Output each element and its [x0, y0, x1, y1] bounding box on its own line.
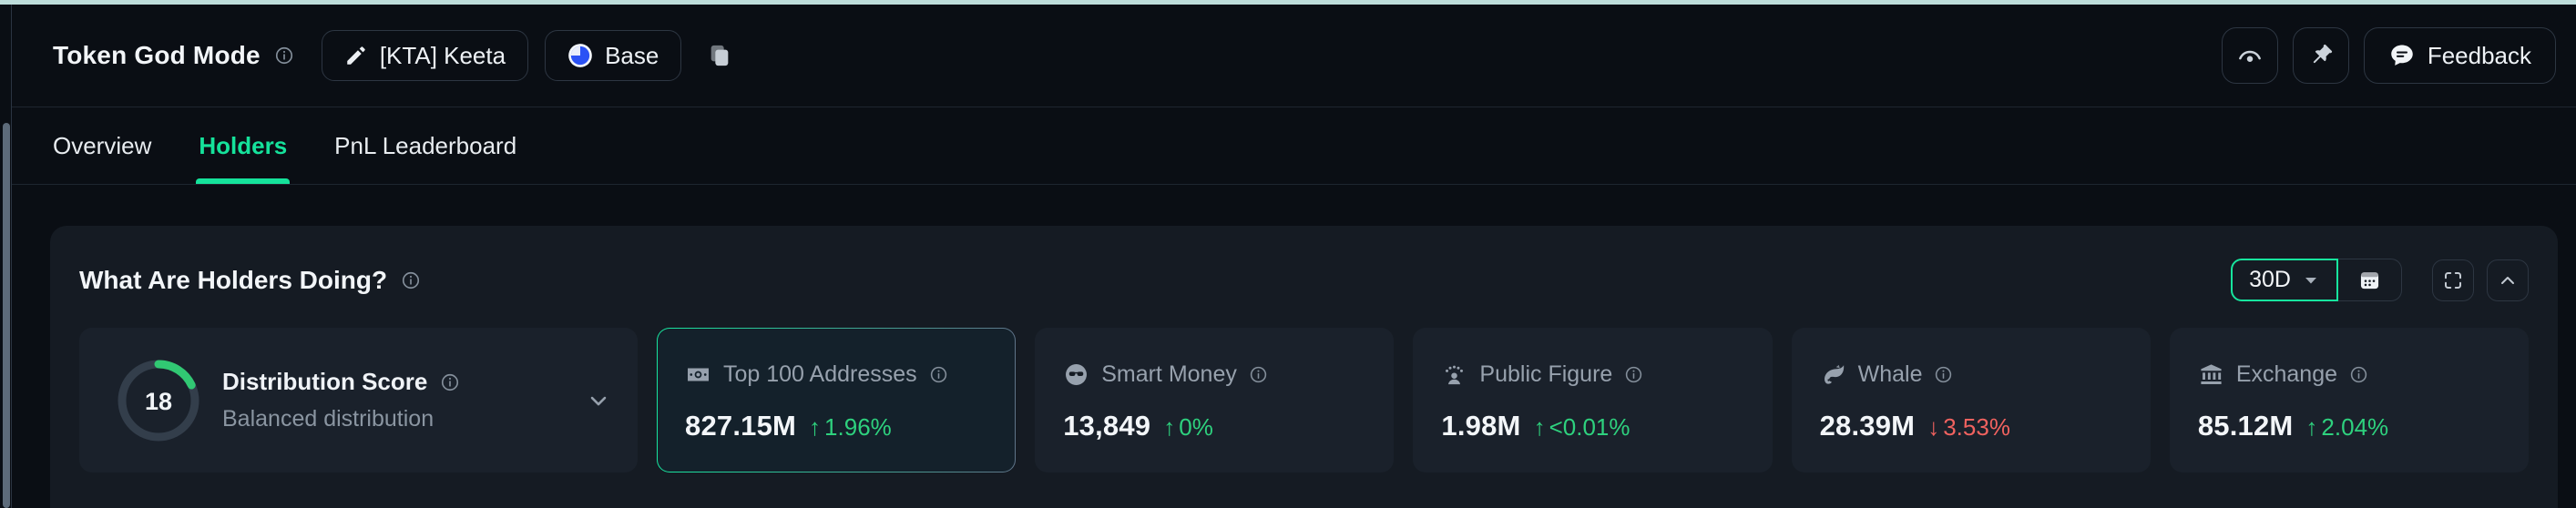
- distribution-score-card[interactable]: 18 Distribution Score Balanced distribut…: [79, 328, 638, 472]
- stat-card-value: 827.15M: [685, 410, 797, 442]
- stat-card-change: ↑ 0%: [1163, 413, 1213, 441]
- public-figure-icon: [1441, 361, 1467, 388]
- info-icon[interactable]: [1249, 365, 1268, 384]
- copy-address-button[interactable]: [707, 42, 732, 69]
- left-gutter-divider: [11, 5, 12, 508]
- collapse-panel-button[interactable]: [2487, 259, 2529, 301]
- stat-card-label: Exchange: [2235, 361, 2338, 387]
- bank-icon: [2198, 361, 2224, 388]
- feedback-label: Feedback: [2427, 41, 2531, 69]
- stat-card-value: 85.12M: [2197, 410, 2294, 442]
- eye-icon: [2236, 42, 2264, 69]
- info-icon[interactable]: [274, 46, 294, 66]
- stat-card-whale[interactable]: Whale 28.39M ↓ 3.53%: [1791, 328, 2151, 472]
- pencil-icon: [344, 44, 368, 67]
- feedback-button[interactable]: Feedback: [2363, 27, 2556, 84]
- distribution-score-subtitle: Balanced distribution: [222, 406, 434, 432]
- timeframe-control: 30D: [2231, 259, 2402, 301]
- chain-pill[interactable]: Base: [545, 30, 682, 81]
- tab-bar: Overview Holders PnL Leaderboard: [12, 107, 2576, 185]
- change-arrow-icon: ↑: [1163, 413, 1176, 441]
- pin-icon: [2307, 42, 2335, 69]
- info-icon[interactable]: [2349, 365, 2368, 384]
- stat-card-change: ↑ 2.04%: [2305, 413, 2389, 441]
- timeframe-dropdown[interactable]: 30D: [2231, 259, 2338, 301]
- stat-card-change: ↑ 1.96%: [809, 413, 892, 441]
- token-selector-pill[interactable]: [KTA] Keeta: [321, 30, 529, 81]
- stat-card-value: 1.98M: [1441, 410, 1521, 442]
- tab-holders[interactable]: Holders: [196, 107, 290, 184]
- info-icon[interactable]: [401, 270, 421, 290]
- copy-icon: [707, 42, 732, 69]
- distribution-score-label: Distribution Score: [222, 368, 428, 395]
- watchlist-button[interactable]: [2221, 27, 2278, 84]
- holder-stat-cards-row: 18 Distribution Score Balanced distribut…: [79, 328, 2530, 472]
- fullscreen-button[interactable]: [2432, 259, 2474, 301]
- stat-card-exchange[interactable]: Exchange 85.12M ↑ 2.04%: [2169, 328, 2530, 472]
- stat-card-public-figure[interactable]: Public Figure 1.98M ↑ <0.01%: [1413, 328, 1773, 472]
- tab-pnl-leaderboard[interactable]: PnL Leaderboard: [334, 131, 517, 159]
- whale-icon: [1820, 361, 1846, 388]
- stat-card-label: Public Figure: [1479, 361, 1613, 387]
- info-icon[interactable]: [1624, 365, 1643, 384]
- stat-card-top-100-addresses[interactable]: Top 100 Addresses 827.15M ↑ 1.96%: [657, 328, 1016, 472]
- stat-card-value: 13,849: [1063, 410, 1151, 442]
- timeframe-value: 30D: [2249, 267, 2291, 292]
- banknote-icon: [685, 361, 711, 388]
- token-pill-label: [KTA] Keeta: [379, 41, 506, 69]
- speech-bubble-icon: [2388, 42, 2416, 69]
- info-icon[interactable]: [929, 365, 948, 384]
- info-icon[interactable]: [440, 372, 460, 392]
- top-accent-strip: [0, 0, 2576, 5]
- holders-activity-panel: What Are Holders Doing? 30D: [50, 226, 2558, 508]
- calendar-button[interactable]: [2338, 259, 2402, 301]
- change-arrow-icon: ↓: [1927, 413, 1940, 441]
- change-arrow-icon: ↑: [809, 413, 822, 441]
- stat-card-change: ↓ 3.53%: [1927, 413, 2010, 441]
- chevron-down-icon[interactable]: [586, 388, 611, 413]
- distribution-score-gauge: 18: [118, 360, 199, 441]
- chevron-up-icon: [2497, 269, 2519, 291]
- distribution-score-value: 18: [145, 388, 172, 415]
- caret-down-icon: [2300, 269, 2322, 291]
- stat-card-smart-money[interactable]: Smart Money 13,849 ↑ 0%: [1035, 328, 1395, 472]
- stat-card-label: Smart Money: [1101, 361, 1237, 387]
- tab-overview[interactable]: Overview: [53, 131, 152, 159]
- left-scrollbar-thumb[interactable]: [3, 123, 10, 508]
- page-header: Token God Mode [KTA] Keeta Base Feed: [12, 5, 2576, 107]
- stat-card-label: Top 100 Addresses: [723, 361, 917, 387]
- change-arrow-icon: ↑: [2305, 413, 2318, 441]
- base-chain-logo: [568, 44, 592, 67]
- panel-controls: 30D: [2231, 259, 2529, 301]
- stat-card-value: 28.39M: [1819, 410, 1916, 442]
- calendar-icon: [2357, 268, 2382, 292]
- stat-card-change: ↑ <0.01%: [1533, 413, 1630, 441]
- change-arrow-icon: ↑: [1533, 413, 1546, 441]
- panel-title: What Are Holders Doing?: [79, 265, 388, 294]
- fullscreen-icon: [2442, 269, 2464, 291]
- pin-button[interactable]: [2292, 27, 2349, 84]
- chain-pill-label: Base: [605, 41, 659, 69]
- info-icon[interactable]: [1934, 365, 1953, 384]
- panel-header: What Are Holders Doing? 30D: [50, 226, 2558, 301]
- page-title: Token God Mode: [53, 41, 261, 69]
- smart-money-icon: [1063, 361, 1089, 388]
- stat-card-label: Whale: [1857, 361, 1923, 387]
